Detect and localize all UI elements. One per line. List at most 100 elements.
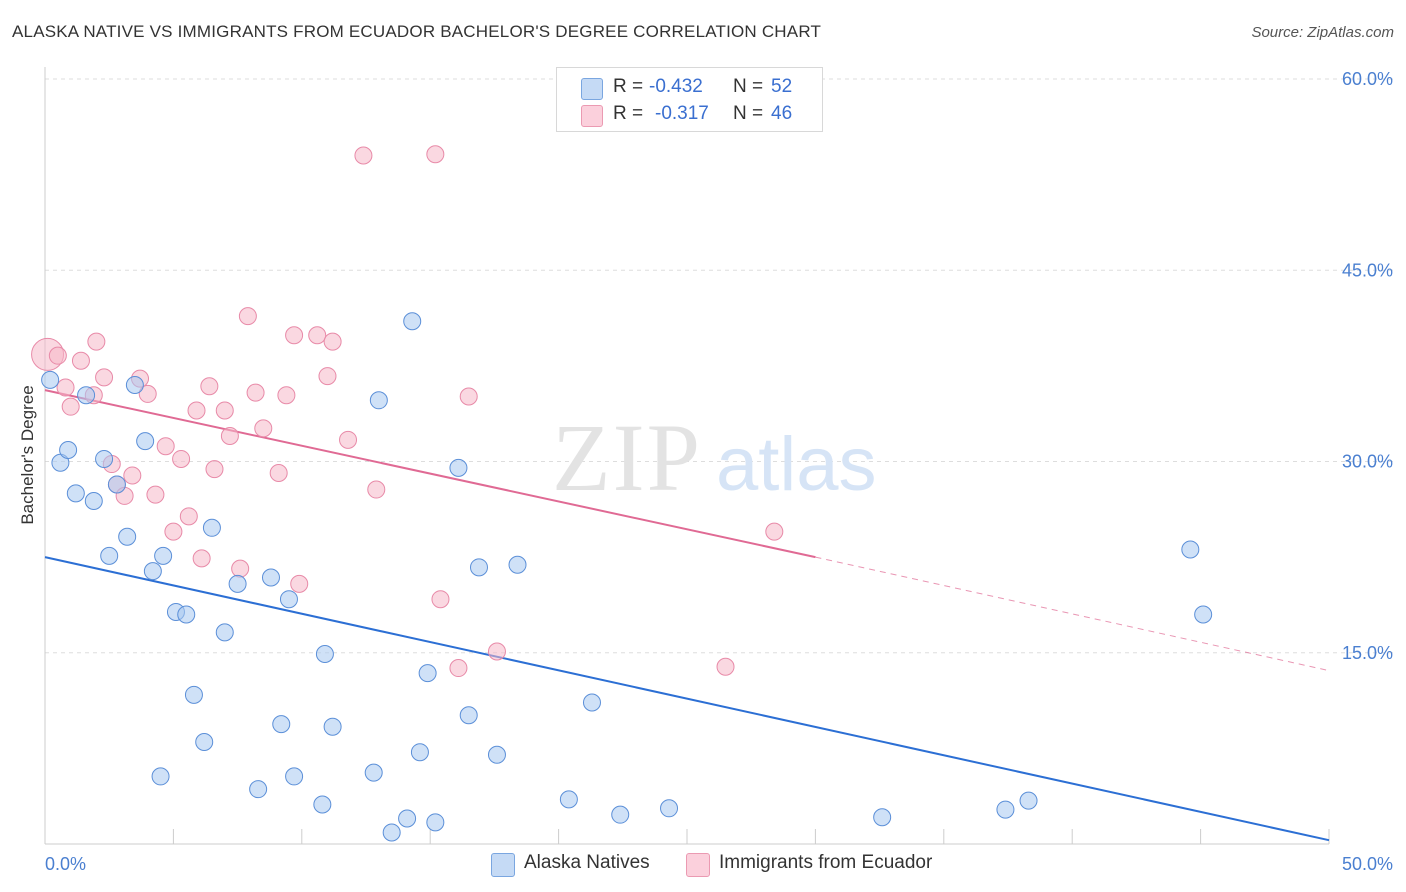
legend-n-label: N = xyxy=(733,76,764,97)
bottom-legend-swatch-blue xyxy=(491,853,515,877)
data-point-alaska-natives xyxy=(195,733,214,751)
watermark-atlas: atlas xyxy=(716,422,877,507)
data-point-immigrants-from-ecuador xyxy=(95,368,114,387)
data-point-immigrants-from-ecuador xyxy=(179,507,198,526)
correlation-legend: R = -0.432 N = 52 R = -0.317 N = 46 xyxy=(556,67,823,132)
data-point-alaska-natives xyxy=(107,475,126,494)
data-point-alaska-natives xyxy=(95,449,114,468)
data-point-immigrants-from-ecuador xyxy=(426,145,445,164)
data-point-immigrants-from-ecuador xyxy=(48,346,67,365)
trend-lines xyxy=(44,389,1330,842)
data-point-alaska-natives xyxy=(184,685,203,704)
data-point-immigrants-from-ecuador xyxy=(123,466,142,485)
tick-labels: 60.0% 45.0% 30.0% 15.0% 0.0% 50.0% xyxy=(45,69,1393,874)
data-point-alaska-natives xyxy=(508,555,527,574)
data-point-immigrants-from-ecuador xyxy=(716,657,735,676)
data-point-alaska-natives xyxy=(996,800,1015,819)
data-point-alaska-natives xyxy=(410,743,429,762)
data-point-alaska-natives xyxy=(125,376,144,394)
data-point-alaska-natives xyxy=(426,813,445,832)
data-point-immigrants-from-ecuador xyxy=(339,430,358,449)
data-point-alaska-natives xyxy=(611,805,630,824)
data-point-alaska-natives xyxy=(1181,540,1200,559)
data-point-alaska-natives xyxy=(403,312,422,331)
legend-n-value: 46 xyxy=(771,103,793,124)
trend-line-alaska-natives xyxy=(44,556,1330,842)
data-point-alaska-natives xyxy=(315,645,334,664)
data-point-immigrants-from-ecuador xyxy=(220,427,239,445)
data-point-immigrants-from-ecuador xyxy=(269,463,288,482)
bottom-legend-swatch-pink xyxy=(686,853,710,877)
data-point-immigrants-from-ecuador xyxy=(146,485,165,504)
series-immigrants-from-ecuador xyxy=(31,145,784,678)
data-point-immigrants-from-ecuador xyxy=(138,384,157,403)
data-point-alaska-natives xyxy=(249,780,268,799)
data-point-immigrants-from-ecuador xyxy=(200,377,219,396)
data-point-immigrants-from-ecuador xyxy=(172,449,191,468)
data-point-alaska-natives xyxy=(559,790,578,809)
data-point-alaska-natives xyxy=(323,717,342,736)
series-alaska-natives xyxy=(41,312,1213,842)
data-point-alaska-natives xyxy=(143,562,162,581)
y-tick-label: 30.0% xyxy=(1342,452,1393,472)
chart-title: ALASKA NATIVE VS IMMIGRANTS FROM ECUADOR… xyxy=(12,22,822,41)
data-point-immigrants-from-ecuador xyxy=(323,332,342,351)
data-point-alaska-natives xyxy=(398,809,417,828)
data-point-immigrants-from-ecuador xyxy=(277,386,296,405)
data-point-immigrants-from-ecuador xyxy=(192,549,211,568)
data-point-immigrants-from-ecuador xyxy=(238,307,257,326)
data-point-alaska-natives xyxy=(1019,791,1038,810)
data-point-alaska-natives xyxy=(118,527,137,546)
data-point-alaska-natives xyxy=(261,568,280,587)
legend-swatch-pink xyxy=(581,105,603,127)
data-point-alaska-natives xyxy=(202,518,221,537)
data-point-alaska-natives xyxy=(285,767,304,786)
legend-n-value: 52 xyxy=(771,76,793,97)
data-point-immigrants-from-ecuador xyxy=(431,590,450,609)
source-label: Source: ZipAtlas.com xyxy=(1251,24,1394,41)
legend-swatch-blue xyxy=(581,78,603,100)
data-point-immigrants-from-ecuador xyxy=(246,383,265,402)
legend-r-value: -0.317 xyxy=(655,103,709,124)
data-point-immigrants-from-ecuador xyxy=(487,642,506,661)
watermark: ZIP atlas xyxy=(552,404,877,511)
data-point-alaska-natives xyxy=(154,546,173,565)
data-point-alaska-natives xyxy=(382,823,401,842)
data-point-immigrants-from-ecuador xyxy=(187,401,206,420)
axes xyxy=(44,67,1330,845)
data-point-immigrants-from-ecuador xyxy=(71,351,90,370)
data-point-immigrants-from-ecuador xyxy=(61,397,80,416)
data-point-immigrants-from-ecuador xyxy=(765,522,784,541)
watermark-zip: ZIP xyxy=(552,404,702,511)
data-point-immigrants-from-ecuador xyxy=(459,387,478,406)
data-point-immigrants-from-ecuador xyxy=(156,437,175,456)
data-point-alaska-natives xyxy=(487,745,506,764)
legend-n-label: N = xyxy=(733,103,764,124)
data-point-alaska-natives xyxy=(364,763,383,782)
y-tick-label: 45.0% xyxy=(1342,260,1393,280)
data-point-alaska-natives xyxy=(215,623,234,642)
data-point-alaska-natives xyxy=(272,715,291,734)
data-point-alaska-natives xyxy=(59,441,78,460)
legend-r-label: R = xyxy=(613,76,644,97)
y-tick-label: 60.0% xyxy=(1342,69,1393,89)
legend-r-value: -0.432 xyxy=(649,76,703,97)
y-tick-label: 15.0% xyxy=(1342,643,1393,663)
x-tick-label: 50.0% xyxy=(1342,854,1393,874)
bottom-legend-label: Alaska Natives xyxy=(524,852,650,873)
data-point-alaska-natives xyxy=(660,799,679,818)
data-point-alaska-natives xyxy=(151,767,170,786)
data-point-alaska-natives xyxy=(177,605,196,624)
data-point-alaska-natives xyxy=(418,664,437,683)
data-point-alaska-natives xyxy=(77,386,96,405)
data-point-immigrants-from-ecuador xyxy=(308,326,327,345)
data-point-immigrants-from-ecuador xyxy=(290,574,309,593)
trend-line-extension xyxy=(815,556,1330,672)
data-point-alaska-natives xyxy=(279,590,298,609)
bottom-legend-label: Immigrants from Ecuador xyxy=(719,852,933,873)
data-point-alaska-natives xyxy=(41,370,60,389)
data-point-alaska-natives xyxy=(66,484,85,503)
data-point-immigrants-from-ecuador xyxy=(215,401,234,420)
data-point-alaska-natives xyxy=(459,706,478,725)
